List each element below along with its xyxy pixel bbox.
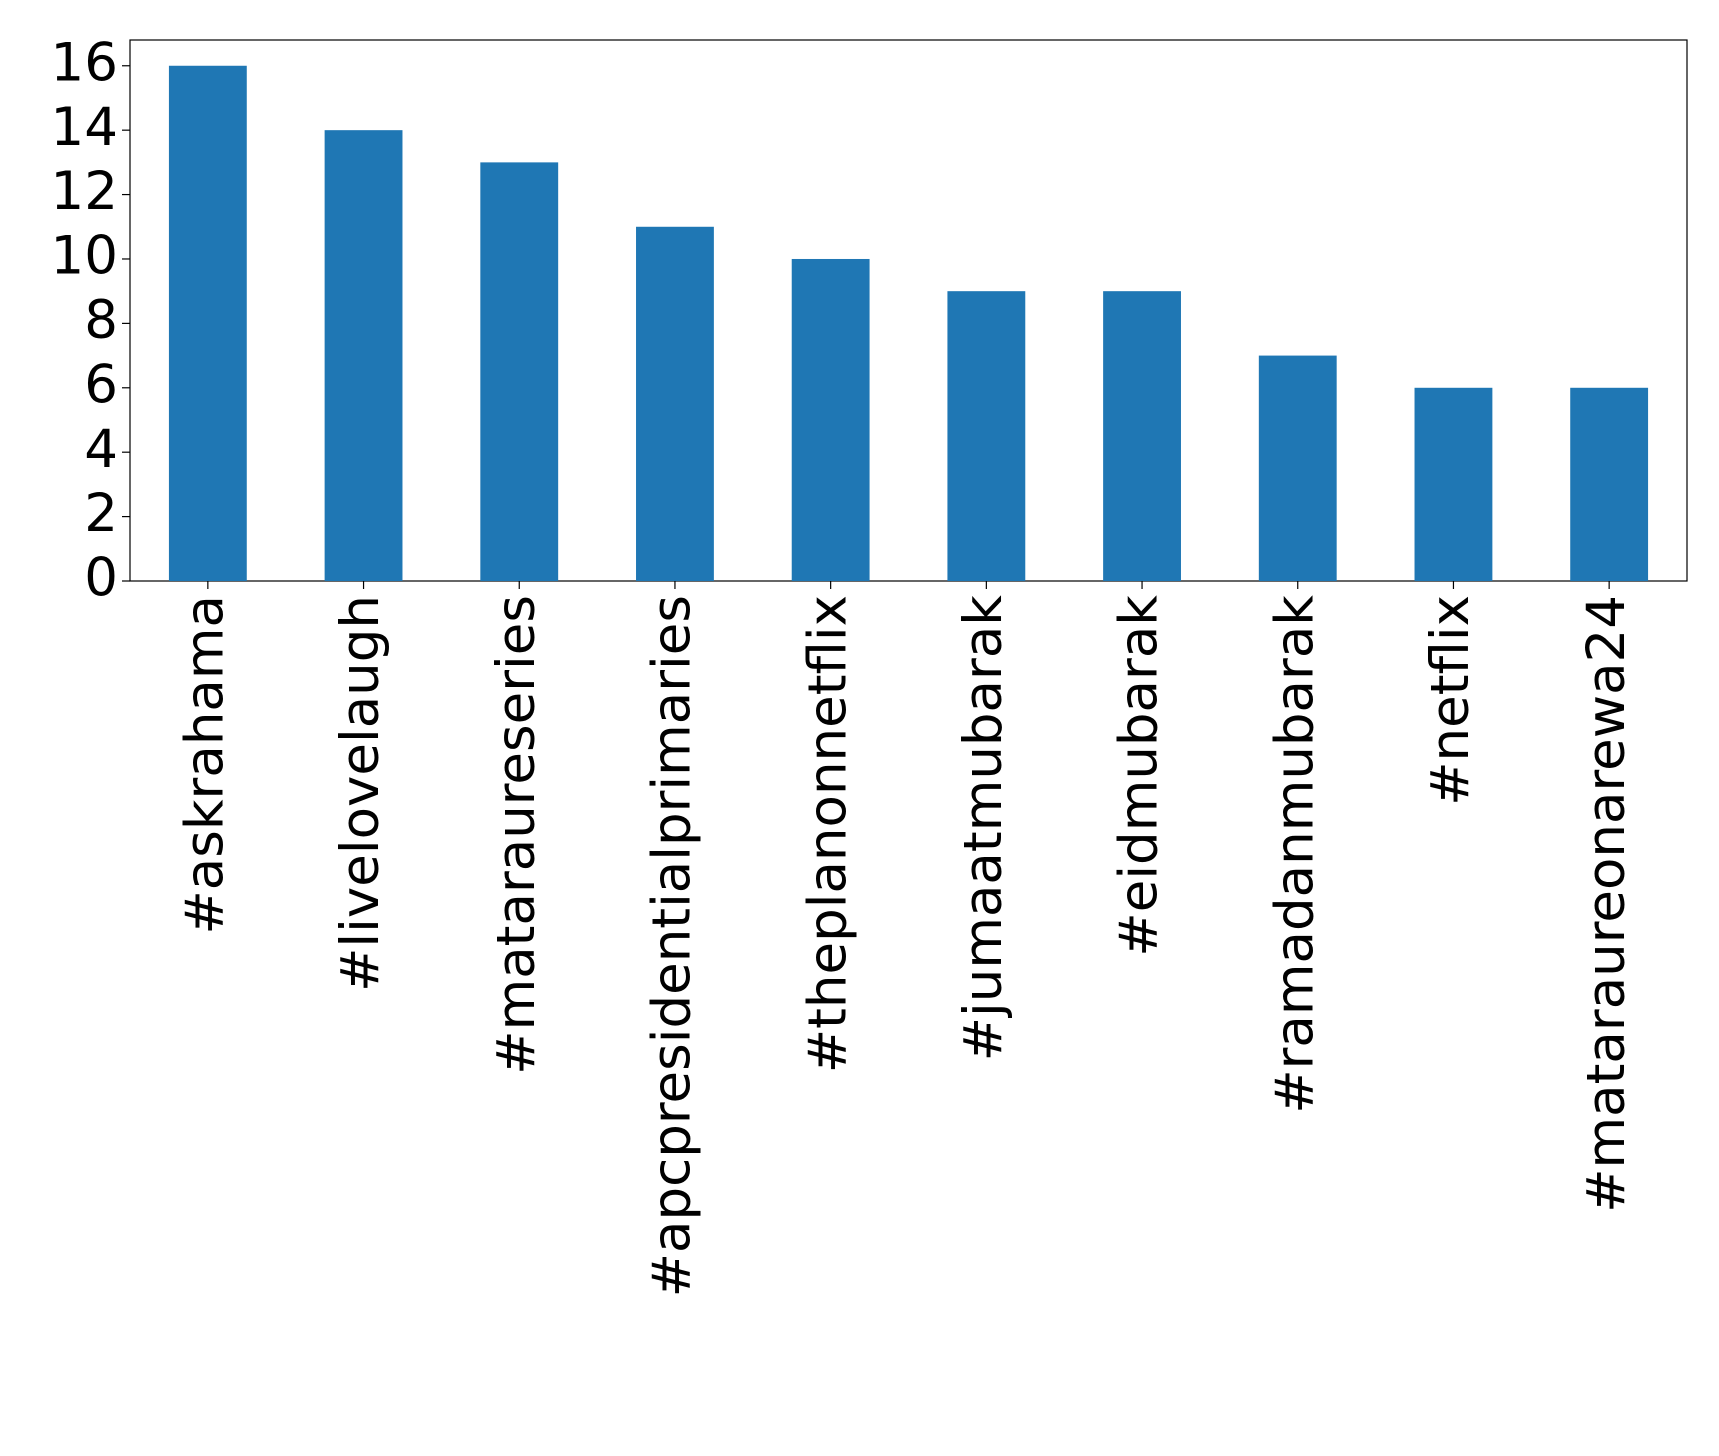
- bar: [1414, 387, 1493, 581]
- y-tick-label: 4: [84, 419, 118, 480]
- x-tick-label: #askrahama: [174, 595, 235, 935]
- x-tick-label: #eidmubarak: [1109, 595, 1170, 957]
- bar: [168, 65, 247, 581]
- x-tick-label: #theplanonnetflix: [797, 595, 858, 1073]
- axes-frame: [129, 39, 1688, 582]
- y-tick-label: 10: [51, 226, 118, 287]
- x-tick-label: #jumaatmubarak: [953, 595, 1014, 1062]
- y-tick-label: 2: [84, 483, 118, 544]
- y-tick-label: 8: [84, 290, 118, 351]
- bar: [1258, 355, 1337, 581]
- bar: [1570, 387, 1649, 581]
- x-tick-label: #apcpresidentialprimaries: [642, 595, 703, 1297]
- y-tick-label: 16: [51, 32, 118, 93]
- y-tick-label: 12: [51, 161, 118, 222]
- x-tick-label: #netflix: [1420, 595, 1481, 806]
- bar: [324, 130, 403, 581]
- x-tick-label: #ramadanmubarak: [1264, 595, 1325, 1114]
- bar: [636, 226, 714, 581]
- x-tick-label: #livelovelaugh: [330, 595, 391, 992]
- bar: [947, 291, 1026, 581]
- y-tick-label: 0: [84, 548, 118, 609]
- x-tick-label: #mataraureonarewa24: [1576, 595, 1637, 1213]
- y-tick-label: 6: [84, 354, 118, 415]
- bar: [480, 162, 559, 581]
- bar: [1103, 291, 1181, 581]
- x-tick-label: #mataraureseries: [486, 595, 547, 1075]
- y-tick-label: 14: [51, 97, 118, 158]
- bar: [791, 258, 870, 581]
